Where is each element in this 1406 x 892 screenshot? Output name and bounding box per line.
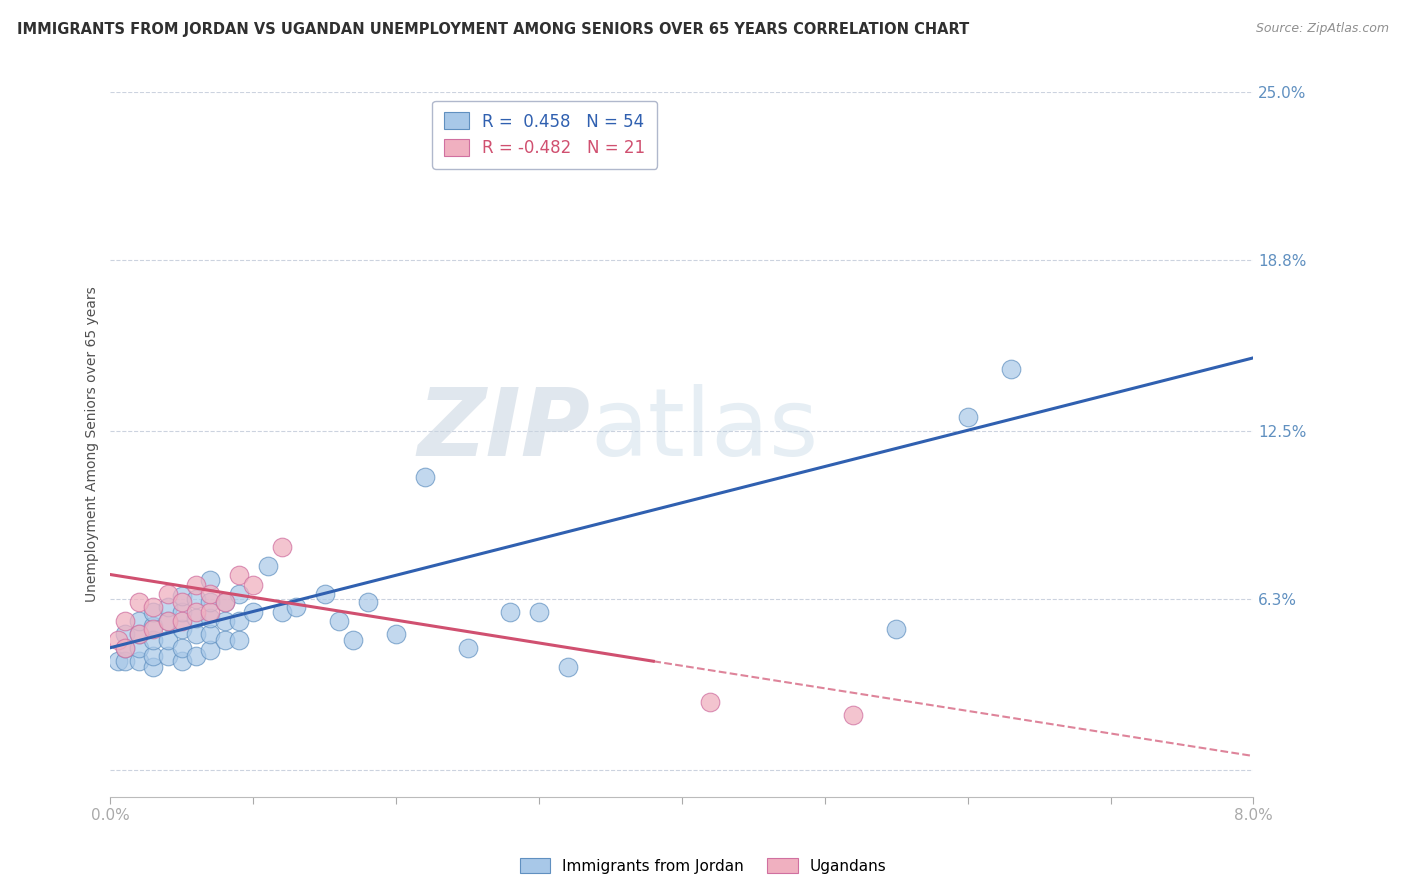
Point: [114, 627, 136, 641]
Point: [214, 614, 236, 628]
Y-axis label: Unemployment Among Seniors over 65 years: Unemployment Among Seniors over 65 years: [86, 286, 100, 602]
Point: [156, 648, 179, 663]
Point: [184, 611, 207, 625]
Point: [200, 611, 222, 625]
Legend: R =  0.458   N = 54, R = -0.482   N = 21: R = 0.458 N = 54, R = -0.482 N = 21: [433, 101, 657, 169]
Point: [557, 659, 579, 673]
Point: [142, 632, 165, 647]
Point: [200, 606, 222, 620]
Point: [107, 632, 129, 647]
Point: [342, 632, 364, 647]
Point: [128, 594, 150, 608]
Point: [242, 578, 264, 592]
Point: [170, 594, 193, 608]
Point: [270, 541, 292, 555]
Point: [142, 648, 165, 663]
Point: [200, 586, 222, 600]
Point: [114, 654, 136, 668]
Point: [142, 619, 165, 633]
Point: [184, 591, 207, 606]
Point: [228, 586, 250, 600]
Point: [242, 606, 264, 620]
Point: [128, 627, 150, 641]
Point: [114, 640, 136, 655]
Point: [170, 654, 193, 668]
Point: [228, 614, 250, 628]
Point: [200, 573, 222, 587]
Point: [170, 622, 193, 636]
Point: [842, 708, 865, 723]
Point: [256, 559, 278, 574]
Point: [184, 627, 207, 641]
Point: [142, 600, 165, 615]
Point: [184, 578, 207, 592]
Point: [200, 627, 222, 641]
Point: [413, 470, 436, 484]
Point: [214, 632, 236, 647]
Point: [228, 632, 250, 647]
Point: [314, 586, 336, 600]
Text: IMMIGRANTS FROM JORDAN VS UGANDAN UNEMPLOYMENT AMONG SENIORS OVER 65 YEARS CORRE: IMMIGRANTS FROM JORDAN VS UGANDAN UNEMPL…: [17, 22, 969, 37]
Legend: Immigrants from Jordan, Ugandans: Immigrants from Jordan, Ugandans: [513, 852, 893, 880]
Point: [156, 614, 179, 628]
Point: [1000, 361, 1022, 376]
Text: atlas: atlas: [591, 384, 818, 476]
Point: [170, 640, 193, 655]
Point: [142, 622, 165, 636]
Point: [270, 606, 292, 620]
Point: [527, 606, 550, 620]
Point: [499, 606, 522, 620]
Point: [170, 606, 193, 620]
Point: [114, 614, 136, 628]
Point: [285, 600, 308, 615]
Point: [128, 614, 150, 628]
Point: [356, 594, 378, 608]
Point: [184, 606, 207, 620]
Text: Source: ZipAtlas.com: Source: ZipAtlas.com: [1256, 22, 1389, 36]
Point: [156, 614, 179, 628]
Point: [114, 640, 136, 655]
Point: [385, 627, 408, 641]
Text: ZIP: ZIP: [418, 384, 591, 476]
Point: [142, 606, 165, 620]
Point: [884, 622, 907, 636]
Point: [156, 586, 179, 600]
Point: [328, 614, 350, 628]
Point: [128, 627, 150, 641]
Point: [200, 594, 222, 608]
Point: [200, 643, 222, 657]
Point: [142, 659, 165, 673]
Point: [214, 594, 236, 608]
Point: [214, 594, 236, 608]
Point: [699, 695, 721, 709]
Point: [184, 648, 207, 663]
Point: [956, 410, 979, 425]
Point: [128, 654, 150, 668]
Point: [170, 614, 193, 628]
Point: [170, 589, 193, 603]
Point: [107, 654, 129, 668]
Point: [457, 640, 479, 655]
Point: [156, 600, 179, 615]
Point: [228, 567, 250, 582]
Point: [156, 632, 179, 647]
Point: [128, 640, 150, 655]
